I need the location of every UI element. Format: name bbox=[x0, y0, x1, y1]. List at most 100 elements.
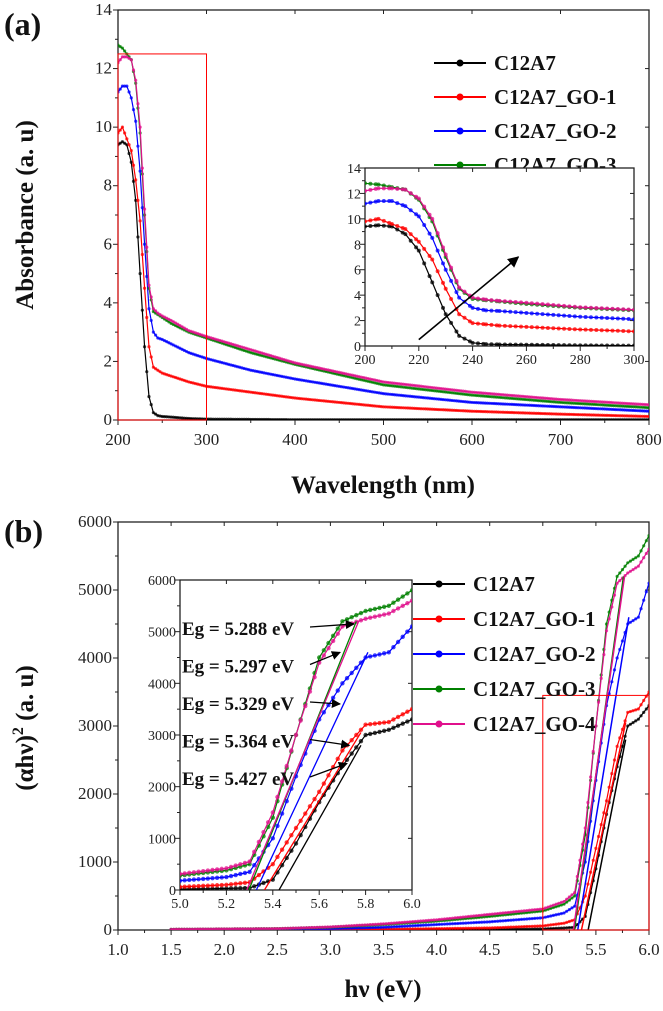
b-inset-point-C12A7 bbox=[261, 880, 266, 886]
b-y-tick-label: 6000 bbox=[78, 512, 112, 531]
b-inset-point-C12A7_GO-4 bbox=[377, 613, 382, 618]
a-point-C12A7_GO-1 bbox=[142, 286, 147, 290]
b-point-C12A7_GO-4 bbox=[427, 918, 431, 923]
b-inset-point-C12A7_GO-4 bbox=[48, 876, 52, 880]
a-point-C12A7 bbox=[138, 271, 142, 276]
a-x-tick-label: 800 bbox=[636, 430, 662, 449]
b-y-tick-label: 1000 bbox=[78, 852, 112, 871]
b-inset-point-C12A7_GO-1 bbox=[57, 886, 61, 890]
a-inset-point-C12A7_GO-1 bbox=[540, 325, 545, 330]
b-point-C12A7_GO-2 bbox=[506, 918, 510, 923]
b-inset-x-tick-label: 5.6 bbox=[310, 897, 328, 912]
b-inset-y-tick-label: 2000 bbox=[148, 781, 176, 796]
b-point-C12A7_GO-1 bbox=[538, 924, 542, 928]
b-inset-point-C12A7 bbox=[76, 887, 80, 891]
b-inset-point-C12A7_GO-3 bbox=[381, 604, 387, 610]
a-inset-point-C12A7_GO-1 bbox=[524, 324, 529, 329]
b-point-C12A7_GO-4 bbox=[517, 909, 521, 913]
b-point-C12A7_GO-4 bbox=[466, 914, 471, 919]
b-point-C12A7_GO-1 bbox=[551, 922, 556, 927]
b-tangent-C12A7_GO-4 bbox=[572, 576, 626, 931]
b-point-C12A7_GO-1 bbox=[445, 926, 449, 930]
b-point-C12A7_GO-4 bbox=[639, 560, 643, 564]
b-inset-point-C12A7_GO-2 bbox=[141, 879, 145, 883]
b-point-C12A7_GO-4 bbox=[403, 920, 407, 924]
b-inset-point-C12A7_GO-1 bbox=[29, 886, 33, 890]
a-zoom-box bbox=[117, 53, 207, 421]
a-legend-marker bbox=[456, 161, 464, 169]
b-point-C12A7_GO-2 bbox=[469, 921, 473, 925]
b-inset-point-C12A7_GO-1 bbox=[20, 886, 24, 890]
b-inset-x-tick-label: 5.2 bbox=[218, 897, 236, 912]
a-inset-point-C12A7_GO-2 bbox=[403, 204, 408, 209]
b-point-C12A7_GO-1 bbox=[504, 925, 508, 929]
b-inset-point-C12A7 bbox=[228, 886, 234, 890]
b-point-C12A7_GO-1 bbox=[570, 919, 574, 923]
a-point-C12A7 bbox=[149, 403, 153, 407]
b-inset-point-C12A7_GO-1 bbox=[381, 720, 387, 725]
b-inset-point-C12A7_GO-1 bbox=[25, 886, 29, 890]
b-point-C12A7_GO-3 bbox=[615, 574, 619, 579]
b-inset-point-C12A7_GO-4 bbox=[113, 874, 117, 878]
y-axis-label-b: (αhν)2 (a. u) bbox=[10, 665, 39, 791]
b-point-C12A7_GO-1 bbox=[440, 926, 444, 930]
b-point-C12A7_GO-4 bbox=[525, 908, 529, 913]
a-inset-point-C12A7_GO-4 bbox=[615, 307, 620, 312]
b-point-C12A7_GO-2 bbox=[488, 920, 492, 924]
a-inset-point-C12A7_GO-2 bbox=[422, 222, 427, 227]
b-inset-point-C12A7_GO-1 bbox=[326, 773, 331, 778]
b-inset-point-C12A7 bbox=[409, 717, 412, 722]
b-inset-point-C12A7_GO-1 bbox=[66, 886, 70, 890]
a-inset-point-C12A7 bbox=[513, 342, 518, 346]
b-point-C12A7_GO-4 bbox=[233, 927, 237, 930]
a-inset-point-C12A7_GO-4 bbox=[395, 186, 400, 191]
a-inset-point-C12A7_GO-2 bbox=[572, 314, 577, 319]
b-inset-point-C12A7_GO-4 bbox=[214, 867, 220, 872]
b-point-C12A7_GO-1 bbox=[588, 870, 593, 874]
a-inset-point-C12A7 bbox=[626, 343, 631, 346]
b-point-C12A7_GO-4 bbox=[342, 924, 346, 928]
b-inset-point-C12A7_GO-2 bbox=[409, 624, 412, 629]
a-point-C12A7_GO-2 bbox=[151, 330, 155, 334]
b-point-C12A7_GO-3 bbox=[549, 906, 553, 911]
b-inset-point-C12A7_GO-4 bbox=[169, 872, 173, 876]
b-point-C12A7_GO-2 bbox=[363, 926, 367, 930]
b-point-C12A7_GO-4 bbox=[461, 915, 465, 919]
b-inset-point-C12A7_GO-1 bbox=[317, 789, 322, 795]
b-inset-point-C12A7_GO-2 bbox=[155, 879, 159, 883]
y-label-sup: 2 bbox=[10, 727, 27, 735]
a-x-tick-label: 300 bbox=[194, 430, 220, 449]
a-inset-point-C12A7_GO-1 bbox=[435, 269, 440, 274]
b-point-C12A7_GO-1 bbox=[583, 894, 587, 898]
b-legend-label: C12A7_GO-3 bbox=[473, 677, 596, 701]
b-inset-point-C12A7_GO-4 bbox=[196, 869, 201, 874]
b-inset-point-C12A7_GO-1 bbox=[377, 720, 382, 726]
b-inset-point-C12A7_GO-2 bbox=[90, 881, 94, 885]
a-inset-point-C12A7_GO-4 bbox=[594, 305, 599, 310]
a-inset-point-C12A7_GO-1 bbox=[572, 327, 577, 332]
b-point-C12A7_GO-1 bbox=[506, 925, 510, 929]
a-inset-point-C12A7_GO-4 bbox=[403, 187, 408, 192]
b-point-C12A7_GO-2 bbox=[395, 925, 399, 929]
b-inset-point-C12A7_GO-2 bbox=[377, 652, 382, 657]
b-inset-point-C12A7_GO-2 bbox=[99, 881, 103, 885]
b-point-C12A7_GO-4 bbox=[251, 927, 256, 930]
a-inset-point-C12A7_GO-1 bbox=[376, 216, 381, 221]
b-point-C12A7_GO-4 bbox=[323, 925, 327, 929]
b-point-C12A7_GO-4 bbox=[360, 923, 364, 927]
b-point-C12A7_GO-4 bbox=[273, 927, 277, 930]
a-inset-point-C12A7_GO-4 bbox=[529, 301, 534, 306]
a-inset-point-C12A7_GO-4 bbox=[562, 303, 567, 308]
a-inset-point-C12A7 bbox=[599, 343, 604, 346]
a-inset-point-C12A7_GO-1 bbox=[626, 329, 631, 334]
a-point-C12A7_GO-1 bbox=[118, 128, 122, 132]
b-inset-point-C12A7_GO-4 bbox=[358, 618, 364, 623]
b-inset-point-C12A7_GO-2 bbox=[173, 879, 177, 883]
b-point-C12A7_GO-1 bbox=[642, 698, 646, 703]
a-inset-point-C12A7_GO-4 bbox=[497, 298, 502, 303]
b-point-C12A7_GO-2 bbox=[442, 922, 447, 926]
b-inset-point-C12A7_GO-3 bbox=[335, 626, 340, 631]
b-inset-point-C12A7_GO-1 bbox=[62, 886, 66, 890]
b-point-C12A7_GO-4 bbox=[554, 902, 558, 906]
b-point-C12A7_GO-2 bbox=[427, 923, 431, 927]
